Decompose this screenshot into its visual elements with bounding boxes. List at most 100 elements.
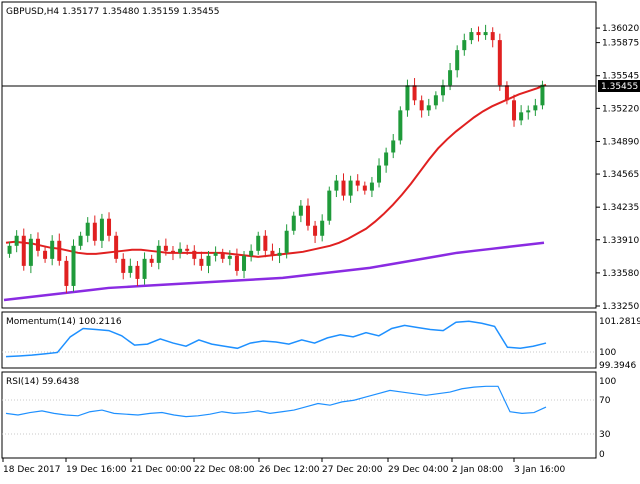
candle-body: [220, 252, 225, 259]
candle-body: [156, 245, 161, 263]
price-tick-label: 1.34890: [602, 137, 639, 147]
candle-body: [440, 85, 445, 96]
sma-fast-line: [5, 83, 547, 258]
candle-body: [170, 250, 175, 253]
price-tick-label: 1.33580: [602, 269, 639, 279]
price-tick-label: 1.33250: [602, 302, 639, 312]
rsi-panel: [1, 371, 597, 459]
momentum-panel: [1, 311, 597, 369]
price-tick-label: 1.36020: [602, 24, 639, 34]
time-axis: 18 Dec 2017 19 Dec 16:00 21 Dec 00:00 22 De…: [2, 458, 566, 475]
time-tick-label: 3 Jan 16:00: [514, 465, 566, 475]
candle-body: [43, 250, 48, 259]
candle-body: [313, 225, 318, 236]
candle-body: [291, 215, 296, 231]
candle-body: [341, 180, 346, 196]
momentum-title: Momentum(14) 100.2116: [6, 317, 122, 327]
rsi-line: [5, 385, 547, 418]
candle-body: [320, 220, 325, 236]
time-tick-label: 29 Dec 04:00: [388, 465, 449, 475]
price-tick-label: 1.35545: [602, 72, 639, 82]
time-tick-label: 27 Dec 20:00: [322, 465, 383, 475]
candle-body: [433, 95, 438, 106]
candles: [7, 24, 545, 294]
time-tick-label: 22 Dec 08:00: [194, 465, 255, 475]
candle-body: [362, 185, 367, 191]
candle-body: [28, 238, 33, 266]
candle-body: [227, 255, 232, 259]
candle-body: [163, 245, 168, 251]
candle-body: [99, 218, 104, 241]
candle-body: [512, 100, 517, 121]
candle-body: [7, 245, 12, 254]
candle-body: [249, 250, 254, 256]
candle-body: [71, 245, 76, 286]
rsi-tick-0: 0: [599, 450, 605, 460]
candle-body: [78, 235, 83, 246]
candle-body: [348, 180, 353, 196]
symbol-header: GBPUSD,H4 1.35177 1.35480 1.35159 1.3545…: [6, 7, 219, 17]
candle-body: [462, 40, 467, 51]
price-tick-label: 1.33910: [602, 236, 639, 246]
candle-body: [533, 105, 538, 111]
momentum-tick-low: 99.3946: [599, 361, 636, 371]
candle-body: [377, 165, 382, 183]
rsi-tick-30: 30: [599, 430, 611, 440]
candle-body: [398, 110, 403, 141]
candle-body: [519, 112, 524, 121]
candle-body: [14, 235, 19, 246]
candle-body: [199, 258, 204, 266]
price-tick-label: 1.35220: [602, 104, 639, 114]
price-tick-label: 1.35875: [602, 39, 639, 49]
candle-body: [305, 205, 310, 226]
candle-body: [412, 85, 417, 101]
candle-body: [497, 40, 502, 86]
candle-body: [334, 180, 339, 191]
price-panel: [1, 1, 597, 309]
candle-body: [206, 255, 211, 266]
candle-body: [391, 140, 396, 153]
candle-body: [277, 252, 282, 256]
candle-body: [448, 70, 453, 86]
time-tick-label: 26 Dec 12:00: [259, 465, 320, 475]
candle-body: [298, 205, 303, 216]
rsi-title: RSI(14) 59.6438: [6, 377, 79, 387]
candle-body: [526, 110, 531, 113]
candle-body: [270, 250, 275, 256]
candle-body: [405, 85, 410, 111]
time-tick-label: 2 Jan 08:00: [452, 465, 504, 475]
candle-body: [178, 248, 183, 253]
candle-body: [384, 152, 389, 166]
rsi-tick-70: 70: [599, 396, 611, 406]
candle-body: [50, 240, 55, 259]
time-tick-label: 18 Dec 2017: [3, 465, 61, 475]
candle-body: [327, 190, 332, 221]
candle-body: [35, 238, 40, 251]
candle-body: [490, 32, 495, 41]
candle-body: [426, 105, 431, 111]
momentum-tick-top: 101.2819: [599, 317, 640, 327]
candle-body: [192, 250, 197, 259]
sma-slow-line: [3, 241, 545, 302]
candle-body: [540, 84, 545, 106]
candle-body: [242, 255, 247, 271]
candle-body: [64, 260, 69, 286]
sma-slow-path: [3, 241, 545, 302]
price-tick-label: 1.34565: [602, 170, 639, 180]
candle-body: [455, 50, 460, 71]
candle-body: [483, 32, 488, 36]
candle-body: [107, 218, 112, 236]
sma-fast-path: [5, 83, 547, 258]
candle-body: [256, 235, 261, 251]
candle-body: [121, 258, 126, 273]
candle-body: [85, 222, 90, 236]
candle-body: [114, 235, 119, 259]
current-price-tag: 1.35455: [598, 80, 640, 92]
candle-body: [57, 240, 62, 261]
candle-body: [185, 248, 190, 251]
time-tick-label: 19 Dec 16:00: [66, 465, 127, 475]
candle-body: [92, 222, 97, 241]
candle-body: [21, 235, 26, 266]
